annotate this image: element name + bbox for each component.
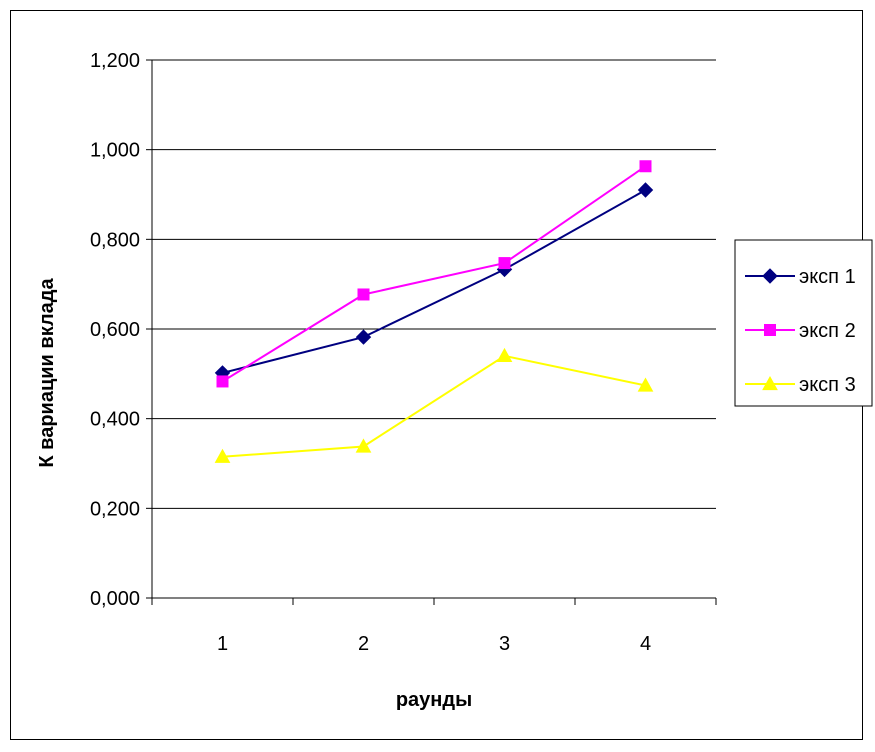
legend-item-1: эксп 1 <box>745 266 856 288</box>
data-point <box>357 288 370 301</box>
legend-label: эксп 2 <box>799 320 856 342</box>
series-2 <box>216 160 652 388</box>
x-tick-labels: 1 2 3 4 <box>217 633 651 655</box>
legend-marker <box>764 324 776 336</box>
data-point <box>496 347 513 362</box>
y-tick-label: 0,800 <box>90 229 140 251</box>
y-tick-label: 0,000 <box>90 588 140 610</box>
x-tick-label: 4 <box>640 633 651 655</box>
y-tick-label: 0,400 <box>90 409 140 431</box>
series-line <box>222 354 646 458</box>
series-1 <box>214 182 654 381</box>
legend-item-2: эксп 2 <box>745 320 856 342</box>
legend-marker <box>762 268 778 284</box>
x-tick-label: 3 <box>499 633 510 655</box>
series-line <box>221 165 647 383</box>
data-point <box>637 182 654 198</box>
y-tick-label: 0,600 <box>90 319 140 341</box>
x-axis-title: раунды <box>396 689 472 711</box>
data-point <box>639 160 652 173</box>
x-tick-label: 1 <box>217 633 228 655</box>
legend-box <box>734 239 873 407</box>
legend-marker <box>762 375 778 391</box>
y-tick-label: 1,200 <box>90 50 140 72</box>
y-tick-label: 1,000 <box>90 140 140 162</box>
data-point <box>355 329 372 345</box>
data-point <box>498 257 511 270</box>
x-tick-label: 2 <box>358 633 369 655</box>
y-axis-title: К вариации вклада <box>36 278 58 468</box>
y-tick-labels: 0,000 0,200 0,400 0,600 0,800 1,000 1,200 <box>90 50 140 610</box>
series-line <box>222 189 646 374</box>
legend-label: эксп 3 <box>799 374 856 396</box>
data-point <box>216 375 229 388</box>
gridlines <box>152 59 716 509</box>
series-3 <box>214 347 654 463</box>
series <box>214 160 654 463</box>
y-tick-label: 0,200 <box>90 498 140 520</box>
legend: эксп 1 эксп 2 эксп 3 <box>734 239 873 407</box>
legend-label: эксп 1 <box>799 266 856 288</box>
data-point <box>355 438 372 453</box>
axes <box>146 59 717 605</box>
data-point <box>214 448 231 463</box>
data-point <box>637 377 654 392</box>
legend-item-3: эксп 3 <box>745 374 856 396</box>
